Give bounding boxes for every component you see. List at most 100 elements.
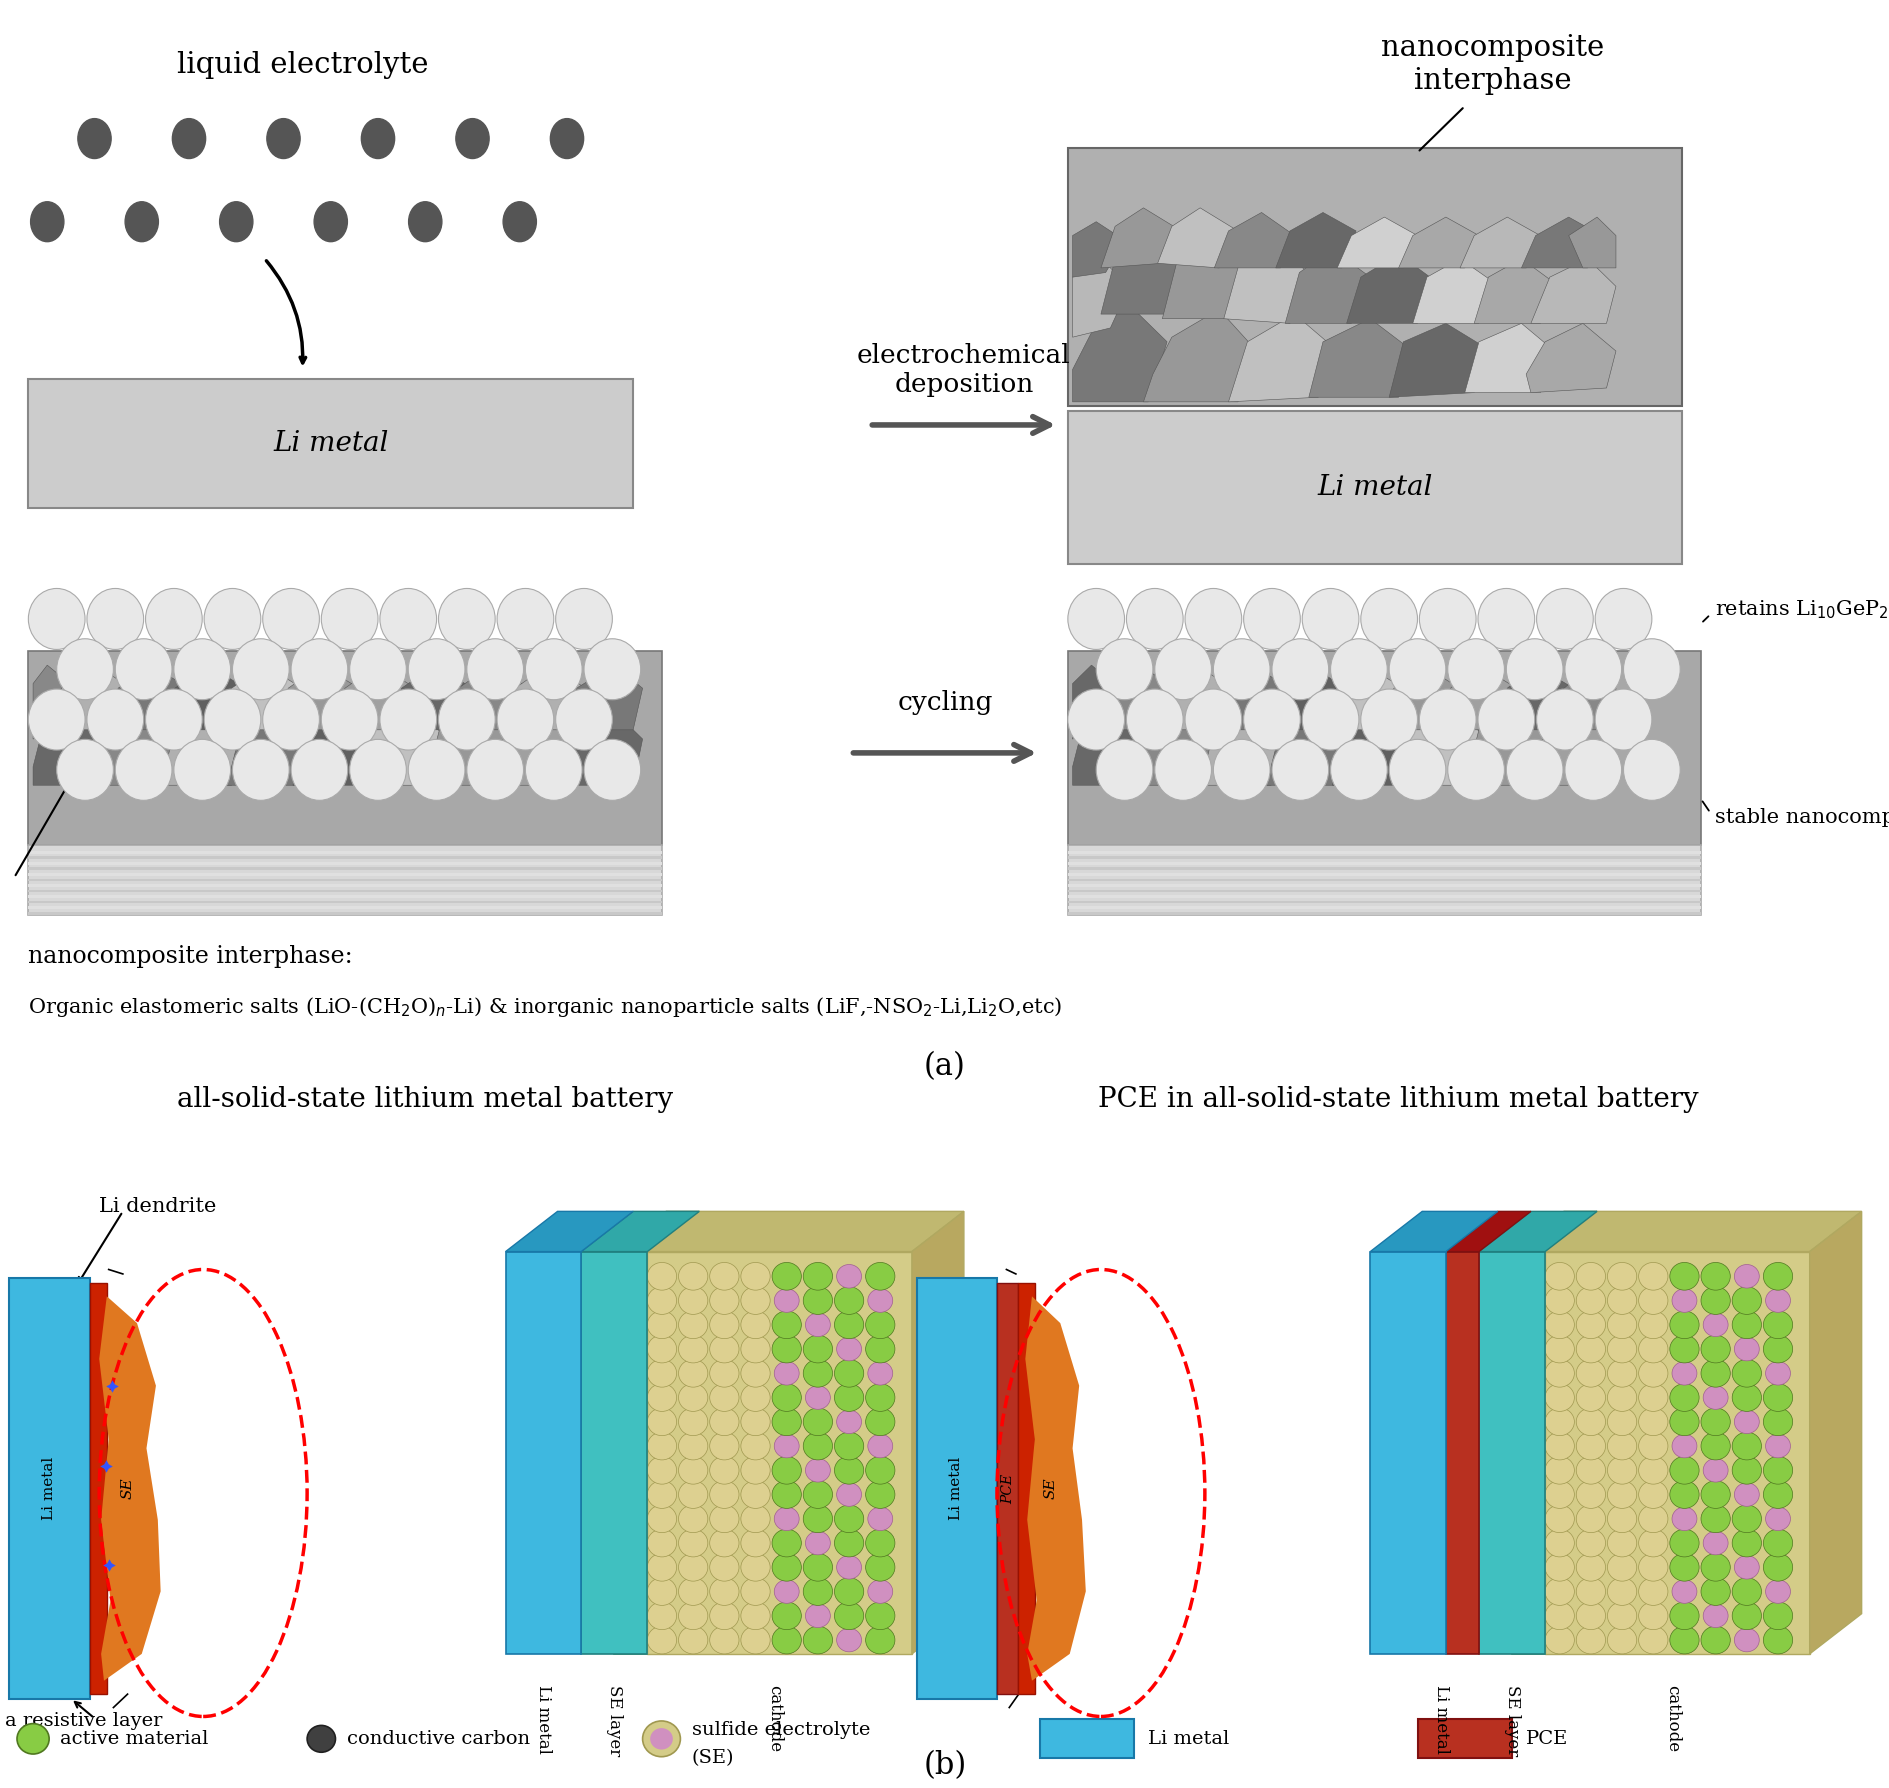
- Polygon shape: [1379, 665, 1458, 730]
- Circle shape: [1672, 1507, 1696, 1531]
- Circle shape: [805, 1604, 829, 1627]
- Circle shape: [1730, 1505, 1761, 1532]
- Circle shape: [1606, 1287, 1636, 1314]
- Circle shape: [678, 1384, 708, 1411]
- Bar: [1370, 1252, 1445, 1654]
- Text: cycling: cycling: [897, 690, 992, 715]
- Polygon shape: [1492, 665, 1572, 730]
- Circle shape: [678, 1311, 708, 1339]
- Circle shape: [646, 1554, 676, 1581]
- Circle shape: [740, 1287, 771, 1314]
- Circle shape: [865, 1457, 895, 1484]
- Circle shape: [678, 1359, 708, 1387]
- Circle shape: [803, 1262, 831, 1291]
- Polygon shape: [1511, 1212, 1596, 1252]
- Circle shape: [771, 1554, 801, 1581]
- Circle shape: [1638, 1407, 1666, 1436]
- Circle shape: [1575, 1262, 1606, 1291]
- Circle shape: [1672, 1434, 1696, 1457]
- Bar: [1067, 846, 1700, 914]
- Ellipse shape: [263, 588, 319, 649]
- Text: cathode: cathode: [1664, 1684, 1679, 1752]
- Ellipse shape: [438, 688, 495, 749]
- Circle shape: [710, 1432, 739, 1459]
- Polygon shape: [1436, 665, 1517, 730]
- Circle shape: [1734, 1629, 1759, 1652]
- Circle shape: [837, 1264, 861, 1287]
- Circle shape: [646, 1311, 676, 1339]
- Circle shape: [1730, 1457, 1761, 1484]
- Circle shape: [646, 1505, 676, 1532]
- Ellipse shape: [1067, 688, 1124, 749]
- Text: SE: SE: [1043, 1477, 1058, 1500]
- Circle shape: [710, 1359, 739, 1387]
- Circle shape: [1762, 1384, 1791, 1411]
- Circle shape: [1762, 1407, 1791, 1436]
- Ellipse shape: [467, 740, 523, 801]
- Polygon shape: [1156, 207, 1237, 268]
- Polygon shape: [1545, 1212, 1861, 1252]
- Circle shape: [1575, 1359, 1606, 1387]
- Circle shape: [1734, 1556, 1759, 1579]
- Circle shape: [1545, 1407, 1574, 1436]
- Text: sulfide electrolyte: sulfide electrolyte: [691, 1720, 869, 1740]
- Circle shape: [1575, 1336, 1606, 1362]
- Circle shape: [306, 1725, 336, 1752]
- Ellipse shape: [1213, 638, 1269, 699]
- Ellipse shape: [1271, 740, 1328, 801]
- Circle shape: [678, 1457, 708, 1484]
- Ellipse shape: [145, 688, 202, 749]
- Polygon shape: [614, 1212, 699, 1252]
- Bar: [28, 901, 661, 903]
- Circle shape: [805, 1312, 829, 1337]
- Circle shape: [771, 1602, 801, 1629]
- Circle shape: [1638, 1262, 1666, 1291]
- Circle shape: [740, 1529, 771, 1557]
- Circle shape: [710, 1627, 739, 1654]
- Circle shape: [803, 1505, 831, 1532]
- Circle shape: [1606, 1311, 1636, 1339]
- Circle shape: [774, 1289, 799, 1312]
- Circle shape: [646, 1602, 676, 1629]
- Polygon shape: [1224, 245, 1313, 324]
- Circle shape: [740, 1457, 771, 1484]
- Text: nanocomposite
interphase: nanocomposite interphase: [1381, 34, 1604, 95]
- Ellipse shape: [361, 118, 395, 159]
- Ellipse shape: [1184, 688, 1241, 749]
- Circle shape: [1702, 1386, 1727, 1409]
- Circle shape: [1606, 1480, 1636, 1509]
- Polygon shape: [110, 665, 189, 730]
- Circle shape: [1702, 1604, 1727, 1627]
- Circle shape: [835, 1359, 863, 1387]
- Circle shape: [774, 1581, 799, 1604]
- Circle shape: [867, 1507, 892, 1531]
- Polygon shape: [1096, 665, 1175, 730]
- Circle shape: [837, 1482, 861, 1505]
- Circle shape: [1638, 1554, 1666, 1581]
- Ellipse shape: [467, 638, 523, 699]
- Ellipse shape: [1536, 688, 1592, 749]
- Text: conductive carbon: conductive carbon: [348, 1729, 529, 1749]
- Polygon shape: [910, 1212, 963, 1654]
- Circle shape: [1668, 1311, 1698, 1339]
- Circle shape: [1638, 1480, 1666, 1509]
- Circle shape: [1762, 1480, 1791, 1509]
- Ellipse shape: [30, 202, 64, 241]
- Circle shape: [646, 1359, 676, 1387]
- Circle shape: [646, 1457, 676, 1484]
- Polygon shape: [1530, 706, 1615, 785]
- Ellipse shape: [115, 638, 172, 699]
- Circle shape: [1762, 1457, 1791, 1484]
- Circle shape: [803, 1577, 831, 1606]
- Circle shape: [1730, 1311, 1761, 1339]
- Polygon shape: [1337, 216, 1417, 268]
- Circle shape: [678, 1336, 708, 1362]
- Ellipse shape: [1096, 740, 1152, 801]
- Circle shape: [740, 1359, 771, 1387]
- Polygon shape: [1073, 259, 1128, 338]
- Ellipse shape: [232, 638, 289, 699]
- Circle shape: [1545, 1262, 1574, 1291]
- Circle shape: [1700, 1287, 1728, 1314]
- Circle shape: [642, 1720, 680, 1756]
- Circle shape: [1575, 1627, 1606, 1654]
